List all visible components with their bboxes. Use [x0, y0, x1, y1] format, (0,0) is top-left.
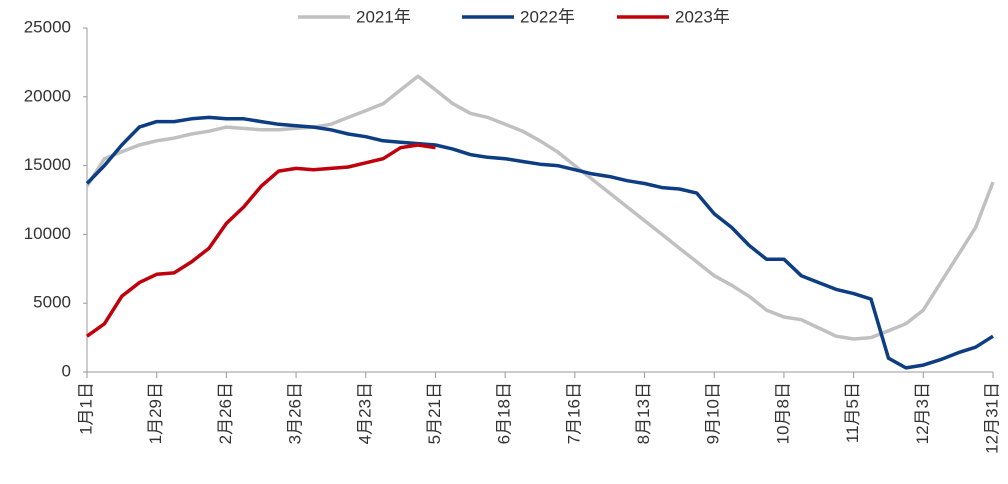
x-tick-label: 12月31日 — [982, 382, 1001, 454]
x-tick-label: 12月3日 — [913, 382, 932, 444]
series-line — [85, 115, 994, 370]
x-tick-label: 1月29日 — [146, 382, 165, 444]
x-tick-label: 8月13日 — [634, 382, 653, 444]
x-tick-label: 4月23日 — [355, 382, 374, 444]
y-tick-label: 10000 — [24, 224, 71, 243]
x-tick-label: 7月16日 — [564, 382, 583, 444]
series-line — [85, 74, 995, 341]
legend-label: 2021年 — [356, 7, 411, 26]
y-tick-label: 25000 — [24, 17, 71, 36]
x-tick-label: 5月21日 — [425, 382, 444, 444]
x-tick-label: 10月8日 — [773, 382, 792, 444]
x-tick-label: 2月26日 — [216, 382, 235, 444]
y-tick-label: 5000 — [33, 293, 71, 312]
x-tick-label: 9月10日 — [704, 382, 723, 444]
y-tick-label: 20000 — [24, 86, 71, 105]
x-tick-label: 6月18日 — [495, 382, 514, 444]
x-tick-label: 3月26日 — [286, 382, 305, 444]
y-tick-label: 15000 — [24, 155, 71, 174]
y-tick-label: 0 — [62, 361, 71, 380]
legend-label: 2023年 — [675, 7, 730, 26]
x-tick-label: 1月1日 — [76, 382, 95, 435]
series-line — [85, 143, 436, 338]
x-tick-label: 11月5日 — [843, 382, 862, 443]
legend-label: 2022年 — [520, 7, 575, 26]
